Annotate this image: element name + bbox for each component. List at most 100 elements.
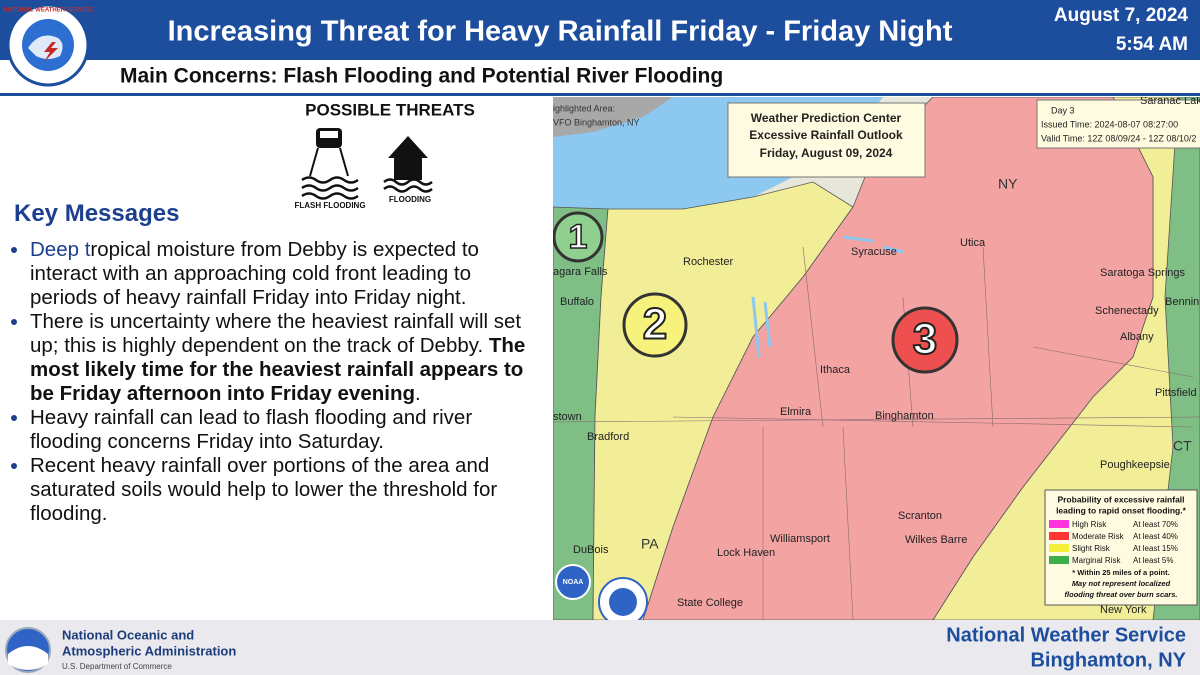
cities: Saranac Lake agara Falls Buffalo Rochest… — [553, 97, 1200, 616]
flash-flood-icon — [301, 128, 359, 200]
legend-swatch — [1049, 556, 1069, 564]
bullet-text: There is uncertainty where the heaviest … — [30, 310, 522, 357]
risk-badge — [553, 211, 604, 263]
city: Scranton — [898, 510, 942, 522]
city: Elmira — [780, 406, 812, 418]
city: Pittsfield — [1155, 387, 1197, 399]
key-messages-heading: Key Messages — [14, 200, 180, 227]
header: NATIONAL WEATHER SERVICE Increasing Thre… — [0, 0, 1200, 96]
city: Rochester — [683, 256, 733, 268]
legend-value: At least 15% — [1133, 544, 1178, 553]
legend-label: Moderate Risk — [1072, 532, 1125, 541]
legend-title: leading to rapid onset flooding.* — [1056, 505, 1187, 515]
finger-lakes — [751, 235, 904, 358]
legend-rows: High Risk At least 70% Moderate Risk At … — [1049, 520, 1178, 565]
threat-label: FLASH FLOODING — [294, 201, 365, 210]
city: Lock Haven — [717, 547, 775, 559]
bullet: Recent heavy rainfall over portions of t… — [30, 454, 536, 526]
nws-logo-text: NATIONAL WEATHER SERVICE — [3, 8, 93, 14]
city: Saranac Lake — [1140, 97, 1200, 107]
state: CT — [1173, 438, 1192, 454]
agency: Atmospheric Administration — [62, 643, 236, 658]
highlight-label: VFO Binghamton, NY — [553, 117, 640, 127]
legend-label: Slight Risk — [1072, 544, 1111, 553]
threat-label: FLOODING — [389, 195, 431, 204]
noaa-logo — [555, 564, 591, 600]
footer-band — [0, 620, 1200, 675]
legend-note: * Within 25 miles of a point. — [1072, 568, 1169, 577]
city: State College — [677, 597, 743, 609]
city: Bennin — [1165, 296, 1199, 308]
bullet: There is uncertainty where the heaviest … — [30, 310, 536, 406]
legend-swatch — [1049, 544, 1069, 552]
risk-number: 3 — [913, 315, 937, 364]
city: Bradford — [587, 431, 629, 443]
bullet-text: . — [415, 382, 421, 405]
city: stown — [553, 411, 582, 423]
bullet-text: Heavy rainfall can lead to flash floodin… — [30, 406, 473, 453]
city: Binghamton — [875, 410, 934, 422]
city: Utica — [960, 237, 986, 249]
header-band — [0, 0, 1200, 60]
legend-swatch — [1049, 520, 1069, 528]
subtitle: Main Concerns: Flash Flooding and Potent… — [120, 65, 723, 88]
bullet: Deep tropical moisture from Debby is exp… — [30, 238, 536, 310]
office: Binghamton, NY — [1030, 649, 1186, 671]
nws-logo-cloud — [28, 35, 63, 59]
nws-logo-bolt — [44, 42, 58, 62]
risk-number: 1 — [569, 218, 588, 256]
legend-value: At least 40% — [1133, 532, 1178, 541]
risk-badge — [622, 292, 688, 358]
bullet-text-bold: The most likely time for the heaviest ra… — [30, 334, 526, 405]
city: Wilkes Barre — [905, 534, 967, 546]
threats-heading: POSSIBLE THREATS — [305, 100, 475, 119]
flood-icon — [383, 136, 433, 193]
map: ighlighted Area: VFO Binghamton, NY Weat… — [553, 97, 1200, 620]
legend-title: Probability of excessive rainfall — [1057, 494, 1184, 504]
city: agara Falls — [553, 266, 608, 278]
city: Buffalo — [560, 296, 594, 308]
bullet-text: Recent heavy rainfall over portions of t… — [30, 454, 498, 525]
risk-number: 2 — [643, 300, 667, 349]
time: 5:54 AM — [1116, 34, 1188, 55]
marginal-risk-area — [1152, 97, 1200, 620]
map-title: Excessive Rainfall Outlook — [749, 128, 903, 142]
map-title: Friday, August 09, 2024 — [760, 146, 893, 160]
highlight-label: ighlighted Area: — [553, 103, 615, 113]
noaa-logo-text: NOAA — [563, 579, 584, 586]
city: Poughkeepsie — [1100, 459, 1170, 471]
city: Saratoga Springs — [1100, 267, 1185, 279]
map-title: Weather Prediction Center — [751, 111, 902, 125]
legend-note: flooding threat over burn scars. — [1065, 590, 1178, 599]
day-box-text: Day 3 — [1051, 105, 1075, 115]
noaa-logo-wave — [8, 646, 48, 670]
legend-label: Marginal Risk — [1072, 556, 1121, 565]
rule — [0, 93, 1200, 96]
canada — [553, 97, 673, 137]
state: NY — [998, 176, 1018, 192]
city: DuBois — [573, 544, 609, 556]
bullet-text: ropical moisture from Debby is expected … — [30, 238, 479, 309]
legend-value: At least 70% — [1133, 520, 1178, 529]
subtitle-band — [0, 60, 1200, 94]
day-box-text: Issued Time: 2024-08-07 08:27:00 — [1041, 119, 1178, 129]
city: Albany — [1120, 331, 1154, 343]
footer: National Oceanic and Atmospheric Adminis… — [0, 620, 1200, 675]
risk-badge — [891, 306, 959, 374]
legend-value: At least 5% — [1133, 556, 1173, 565]
map-title-box — [727, 102, 926, 178]
legend-swatch — [1049, 532, 1069, 540]
day-box-text: Valid Time: 12Z 08/09/24 - 12Z 08/10/2 — [1041, 133, 1196, 143]
agency: National Oceanic and — [62, 627, 194, 642]
legend-note: May not represent localized — [1072, 579, 1171, 588]
bullet: Heavy rainfall can lead to flash floodin… — [30, 406, 536, 454]
city: New York — [1100, 604, 1147, 616]
city: Williamsport — [770, 533, 830, 545]
threats: POSSIBLE THREATS FLASH FLOODING FLOODING — [294, 100, 475, 210]
nws-logo-inner — [609, 588, 637, 616]
day-box — [1036, 99, 1200, 149]
city: Ithaca — [820, 364, 851, 376]
date: August 7, 2024 — [1054, 5, 1189, 26]
title: Increasing Threat for Heavy Rainfall Fri… — [168, 16, 953, 48]
